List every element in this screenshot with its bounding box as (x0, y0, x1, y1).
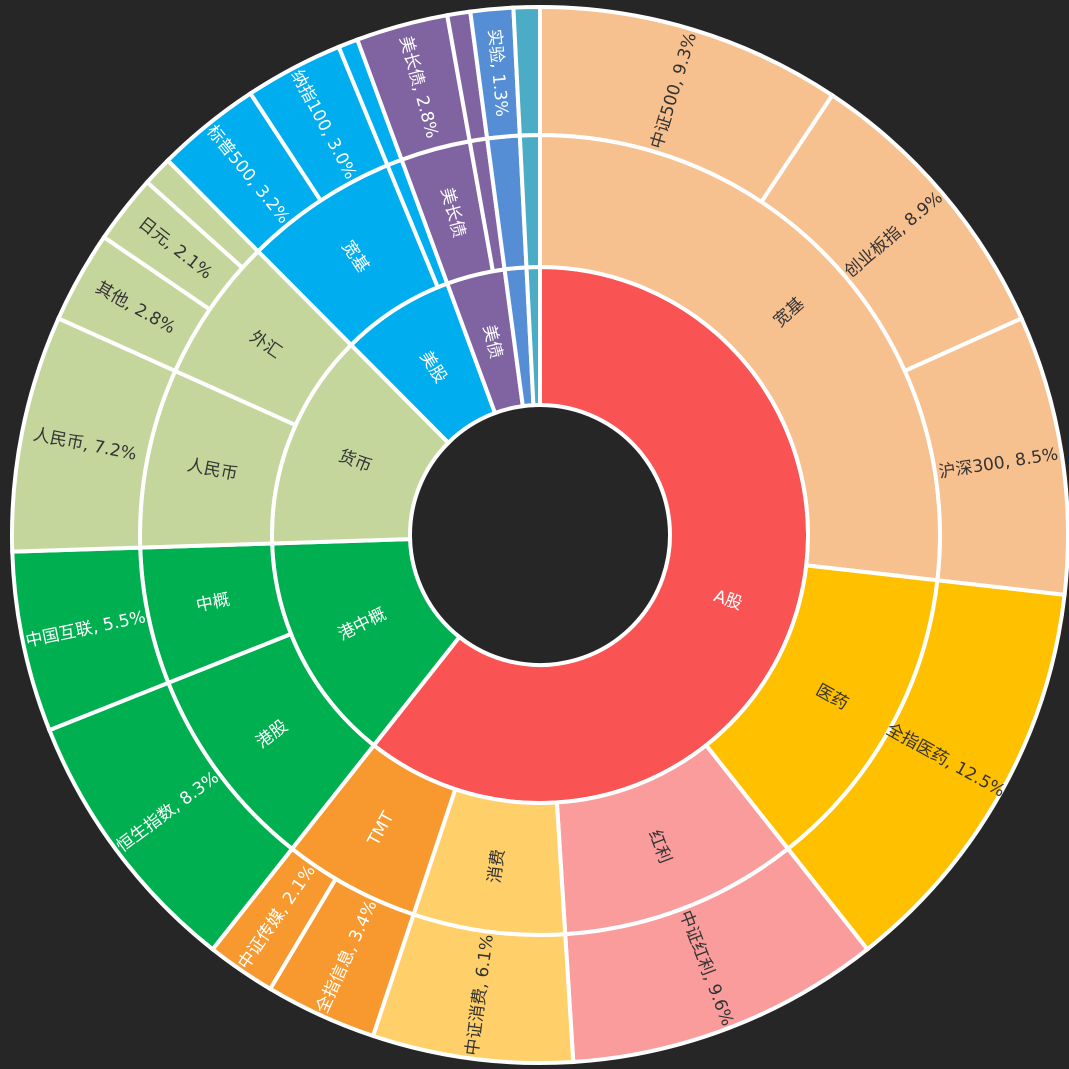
sunburst-segment (511, 4, 542, 138)
segment-label: 消费 (485, 848, 509, 884)
